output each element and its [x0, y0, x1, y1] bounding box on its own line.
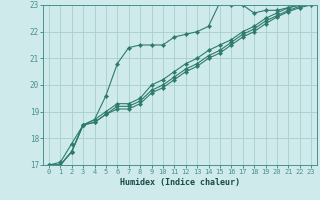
X-axis label: Humidex (Indice chaleur): Humidex (Indice chaleur) [120, 178, 240, 187]
